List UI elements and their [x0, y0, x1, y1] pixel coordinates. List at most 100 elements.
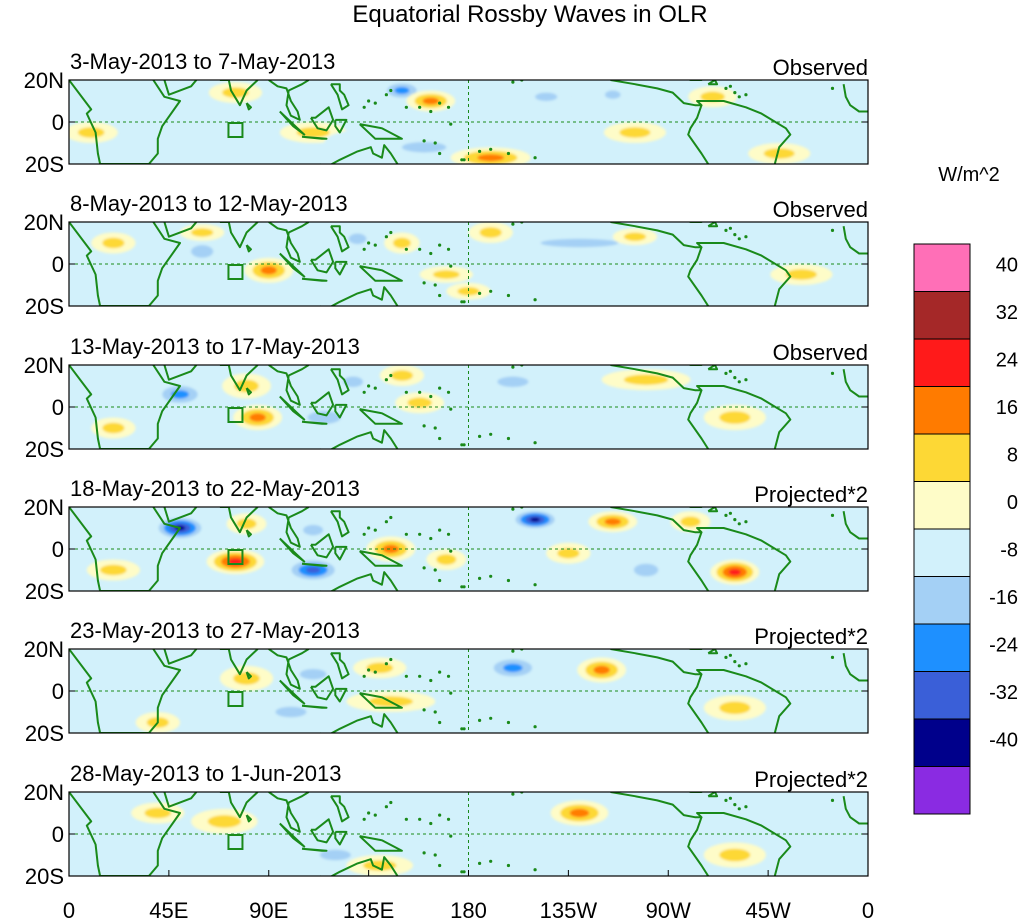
island-dot: [830, 228, 835, 232]
coastline: [279, 395, 306, 421]
colorbar-tick-label: 24: [996, 350, 1018, 372]
anomaly-contour: [770, 813, 833, 834]
island-dot: [438, 528, 442, 532]
anomaly-contour: [222, 87, 249, 98]
coastline: [310, 248, 335, 274]
coastline: [610, 792, 792, 876]
coastline: [301, 277, 328, 282]
anomaly-contour: [779, 90, 846, 112]
colorbar-swatch: [913, 481, 971, 530]
y-tick-label: 20S: [25, 721, 64, 746]
coastline: [219, 649, 259, 676]
coastline: [301, 135, 328, 140]
coastline: [334, 403, 348, 419]
island-dot: [533, 298, 537, 302]
coastline: [687, 365, 703, 366]
panel-period: 18-May-2013 to 22-May-2013: [70, 476, 360, 501]
panel-plot-area: [69, 507, 868, 591]
island-dot: [446, 105, 451, 109]
panel-status: Projected*2: [754, 482, 868, 507]
coastlines: [69, 80, 868, 164]
anomaly-contour: [646, 278, 735, 300]
coastline: [301, 420, 328, 425]
island-dot: [724, 513, 728, 518]
island-dot: [389, 515, 393, 520]
island-dot: [506, 720, 511, 725]
island-dot: [404, 674, 408, 678]
panel-status: Projected*2: [754, 624, 868, 649]
island-dot: [422, 281, 426, 285]
colorbar-tick-label: 32: [996, 302, 1018, 324]
coastline: [69, 80, 181, 164]
anomaly-contour: [432, 270, 460, 279]
island-dot: [511, 365, 515, 369]
island-dot: [489, 859, 493, 863]
coastline: [359, 123, 403, 140]
coastline: [245, 814, 252, 823]
island-dot: [733, 376, 737, 380]
island-dot: [362, 674, 366, 678]
y-tick-label: 20S: [25, 152, 64, 177]
y-tick-label: 20S: [25, 437, 64, 462]
coastline: [279, 537, 306, 563]
island-dot: [438, 151, 442, 156]
island-dot: [460, 300, 464, 304]
coastline: [319, 429, 399, 449]
anomaly-contour: [457, 101, 569, 122]
y-tick-label: 0: [52, 395, 64, 420]
anomaly-contour: [728, 568, 741, 576]
island-dot: [373, 386, 377, 390]
anomaly-contour: [540, 238, 619, 248]
colorbar-swatch: [913, 338, 971, 387]
anomaly-contour: [680, 516, 701, 527]
island-dot: [438, 578, 442, 583]
anomaly-contour: [299, 668, 327, 680]
island-dot: [733, 233, 737, 237]
anomaly-contour: [168, 119, 214, 146]
coastline: [842, 511, 868, 540]
island-dot: [724, 228, 728, 232]
panel-plot-area: [69, 649, 868, 733]
colorbar-swatch: [913, 386, 971, 435]
coastline: [610, 507, 792, 591]
island-dot: [511, 222, 515, 226]
x-tick-label: 90W: [646, 898, 691, 922]
anomaly-contour: [479, 798, 547, 820]
island-dot: [373, 243, 377, 247]
coastline: [268, 792, 310, 833]
island-dot: [462, 727, 466, 731]
island-dot: [737, 522, 741, 526]
island-dot: [462, 443, 466, 447]
island-dot: [462, 870, 466, 874]
coastline: [842, 369, 868, 398]
coastline: [610, 365, 792, 449]
coastlines: [69, 365, 868, 449]
anomaly-contour: [370, 511, 411, 533]
island-dot: [438, 436, 442, 441]
island-dot: [449, 834, 453, 838]
island-dot: [533, 583, 537, 587]
island-dot: [429, 251, 433, 256]
coastline: [279, 252, 306, 278]
anomaly-contour: [785, 269, 817, 280]
island-dot: [449, 407, 453, 411]
island-dot: [737, 807, 741, 811]
anomaly-contour: [413, 428, 480, 449]
coastline: [610, 222, 792, 306]
coastline: [687, 673, 710, 733]
anomaly-contour: [479, 227, 502, 238]
island-dot: [460, 870, 464, 874]
island-dot: [389, 800, 393, 805]
island-dot: [404, 247, 408, 251]
anomaly-contour: [436, 554, 457, 565]
island-dot: [489, 716, 493, 720]
colorbar-swatch: [913, 766, 971, 815]
coastline: [163, 649, 198, 665]
anomaly-contour: [719, 411, 751, 424]
coastline: [219, 507, 259, 534]
island-dot: [367, 241, 371, 245]
anomaly-contour: [719, 848, 751, 862]
island-dot: [830, 371, 835, 375]
anomaly-contour: [477, 154, 505, 162]
